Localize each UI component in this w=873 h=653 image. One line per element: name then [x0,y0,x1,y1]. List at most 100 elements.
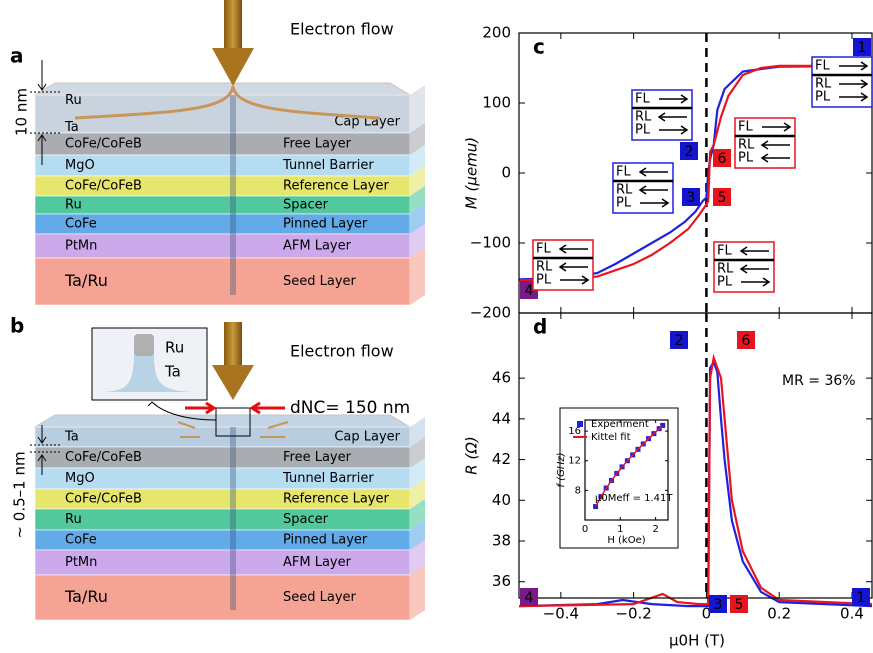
layer-name: Seed Layer [283,590,357,605]
layer-name: Free Layer [283,137,352,152]
y-tick-label: 0 [501,164,511,182]
panel-letter: d [533,315,547,339]
state-row-label: FL [635,92,650,107]
material-label: MgO [65,471,95,486]
electron-arrowhead [212,365,254,400]
material-label: CoFe [65,533,97,548]
x-axis-label: μ0H (T) [669,632,725,650]
material-label: Ru [65,198,82,213]
y-axis-label: f (GHz) [556,452,567,487]
annotation: MR = 36% [782,373,856,389]
pillar-cap [134,334,154,356]
inset-label: Ta [164,363,181,381]
state-marker-label: 3 [714,597,723,613]
y-tick-label: 46 [492,369,511,387]
material-label: PtMn [65,555,97,570]
y-tick-label: 16 [568,426,581,437]
legend-label: Kittel fit [591,432,631,443]
state-row-label: FL [717,244,732,259]
diameter-label: dNC= 150 nm [290,398,410,418]
layer-name: Tunnel Barrier [282,471,374,486]
state-marker-label: 5 [735,597,744,613]
legend-label: Experiment [591,419,649,430]
x-tick-label: 2 [652,524,658,535]
state-row-label: FL [815,59,830,74]
material-label: Ru [65,93,82,108]
y-axis-label: M (μemu) [463,137,481,209]
x-axis-label: H (kOe) [607,535,645,546]
state-row-label: PL [616,196,632,211]
layer-name: Spacer [283,198,329,213]
state-row-label: FL [738,120,753,135]
annotation: μ0Meff = 1.41T [595,493,673,504]
material-label: CoFe/CoFeB [65,137,142,152]
layer-name: Tunnel Barrier [282,158,374,173]
y-tick-label: 200 [482,24,511,42]
y-tick-label: 100 [482,94,511,112]
electron-arrowhead [212,48,254,86]
layer-name: Pinned Layer [283,533,368,548]
layer-name: Seed Layer [283,274,357,289]
x-tick-label: 0.4 [840,605,864,623]
y-tick-label: 40 [492,491,511,509]
y-tick-label: 38 [492,532,511,550]
y-tick-label: −200 [470,304,511,322]
layer-name: AFM Layer [283,555,352,570]
material-label: Ru [65,512,82,527]
state-marker-label: 2 [685,144,694,160]
layer-name: Pinned Layer [283,217,368,232]
panel-letter: b [10,314,24,338]
y-tick-label: 44 [492,409,511,427]
electron-arrow [224,0,242,50]
layer-name: Free Layer [283,450,352,465]
state-marker-label: 5 [718,190,727,206]
y-tick-label: −100 [470,234,511,252]
state-marker-label: 1 [857,590,866,606]
y-tick-label: 8 [575,485,581,496]
material-label: CoFe/CoFeB [65,450,142,465]
y-tick-label: 42 [492,450,511,468]
layer-name: Spacer [283,512,329,527]
x-tick-label: 0.2 [767,605,791,623]
x-tick-label: 0 [582,524,588,535]
state-marker-label: 6 [718,151,727,167]
panel-letter: a [10,44,24,68]
panel-letter: c [533,35,545,59]
layer-name: Reference Layer [283,492,389,507]
material-label: Ta/Ru [64,271,108,290]
material-label: CoFe [65,217,97,232]
material-label: CoFe/CoFeB [65,492,142,507]
layer-side [410,248,425,305]
thickness-label: 10 nm [13,88,31,136]
figure: aRuTaCap LayerCoFe/CoFeBFree LayerMgOTun… [0,0,873,653]
state-row-label: PL [536,273,552,288]
material-label: MgO [65,158,95,173]
layer-name: AFM Layer [283,239,352,254]
flow-label: Electron flow [290,342,394,361]
thickness-label: ~ 0.5–1 nm [11,451,29,538]
state-marker-label: 4 [525,590,534,606]
flow-label: Electron flow [290,20,394,39]
state-row-label: PL [815,90,831,105]
state-row-label: PL [738,151,754,166]
material-label: Ta [64,430,79,445]
state-row-label: PL [635,123,651,138]
state-marker-label: 4 [525,283,534,299]
y-axis-label: R (Ω) [463,436,481,474]
material-label: PtMn [65,239,97,254]
x-tick-label: −0.4 [543,605,579,623]
layer [35,196,410,214]
inset-label: Ru [165,339,184,357]
material-label: CoFe/CoFeB [65,179,142,194]
y-tick-label: 36 [492,572,511,590]
state-marker-label: 3 [687,190,696,206]
x-tick-label: −0.2 [615,605,651,623]
state-row-label: FL [536,242,551,257]
layer [35,509,410,530]
top-face [35,83,410,95]
x-tick-label: 1 [617,524,623,535]
state-marker-label: 6 [742,333,751,349]
y-tick-label: 12 [568,456,581,467]
